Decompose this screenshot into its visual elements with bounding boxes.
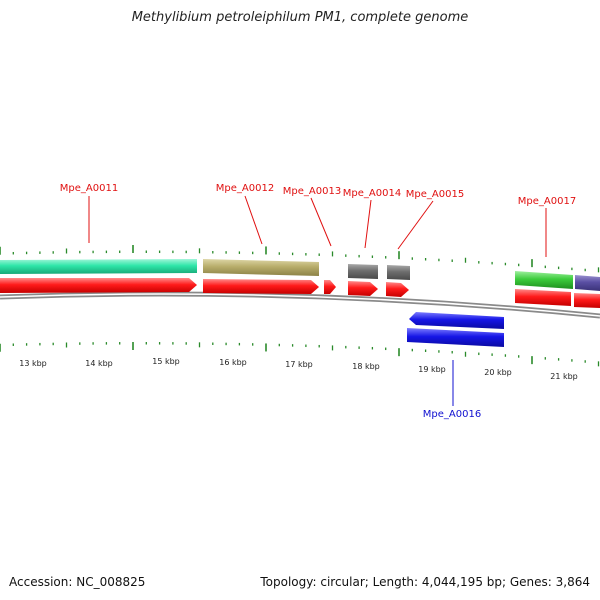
- scale-label: 17 kbp: [285, 360, 313, 369]
- gene-label-mpe-a0017[interactable]: Mpe_A0017: [518, 196, 576, 207]
- cds-arrow-mpe-a0017: [515, 289, 571, 306]
- scale-label: 15 kbp: [152, 357, 180, 366]
- gene-label-mpe-a0012[interactable]: Mpe_A0012: [216, 183, 274, 194]
- leader-line-mpe-a0014: [364, 199, 372, 249]
- scale-label: 19 kbp: [418, 365, 446, 374]
- gene-label-mpe-a0011[interactable]: Mpe_A0011: [60, 183, 118, 194]
- gene-feature-mpe-a0014-gray: [348, 264, 378, 279]
- gene-feature-mpe-a0016-blue: [407, 328, 504, 347]
- gene-label-mpe-a0014[interactable]: Mpe_A0014: [343, 188, 401, 199]
- accession-text: Accession: NC_008825: [9, 575, 146, 589]
- inner-tick-marks: [0, 342, 600, 367]
- scale-label: 13 kbp: [19, 359, 47, 368]
- cds-arrow-mpe-a0012: [203, 279, 319, 294]
- backbone-inner: [0, 293, 600, 317]
- scale-label: 14 kbp: [85, 359, 113, 368]
- cds-arrow-partial-right: [574, 293, 600, 308]
- gene-label-mpe-a0015[interactable]: Mpe_A0015: [406, 189, 464, 200]
- cds-arrow-mpe-a0013: [324, 280, 336, 294]
- map-title: Methylibium petroleiphilum PM1, complete…: [131, 10, 469, 25]
- gene-feature-purple: [575, 275, 600, 291]
- scale-label: 16 kbp: [219, 358, 247, 367]
- outer-tick-marks: [0, 245, 600, 273]
- cds-arrow-mpe-a0015: [386, 282, 409, 297]
- gene-feature-mpe-a0012-khaki: [203, 259, 319, 276]
- scale-label: 21 kbp: [550, 372, 578, 381]
- cds-arrow-mpe-a0011: [0, 278, 197, 293]
- scale-label: 18 kbp: [352, 362, 380, 371]
- leader-line-mpe-a0015: [397, 200, 434, 250]
- leader-line-mpe-a0012: [244, 195, 263, 245]
- gene-label-mpe-a0016[interactable]: Mpe_A0016: [423, 409, 481, 420]
- gene-feature-mpe-a0015-gray: [387, 265, 410, 280]
- gene-label-mpe-a0013[interactable]: Mpe_A0013: [283, 186, 341, 197]
- gene-feature-mpe-a0011-teal: [0, 259, 197, 274]
- scale-label: 20 kbp: [484, 368, 512, 377]
- backbone-outer: [0, 291, 600, 319]
- topology-summary-text: Topology: circular; Length: 4,044,195 bp…: [260, 575, 590, 589]
- cds-arrow-mpe-a0016: [409, 312, 504, 329]
- cds-arrow-mpe-a0014: [348, 281, 378, 296]
- leader-line-mpe-a0013: [310, 197, 332, 247]
- gene-feature-mpe-a0017-green: [515, 271, 573, 289]
